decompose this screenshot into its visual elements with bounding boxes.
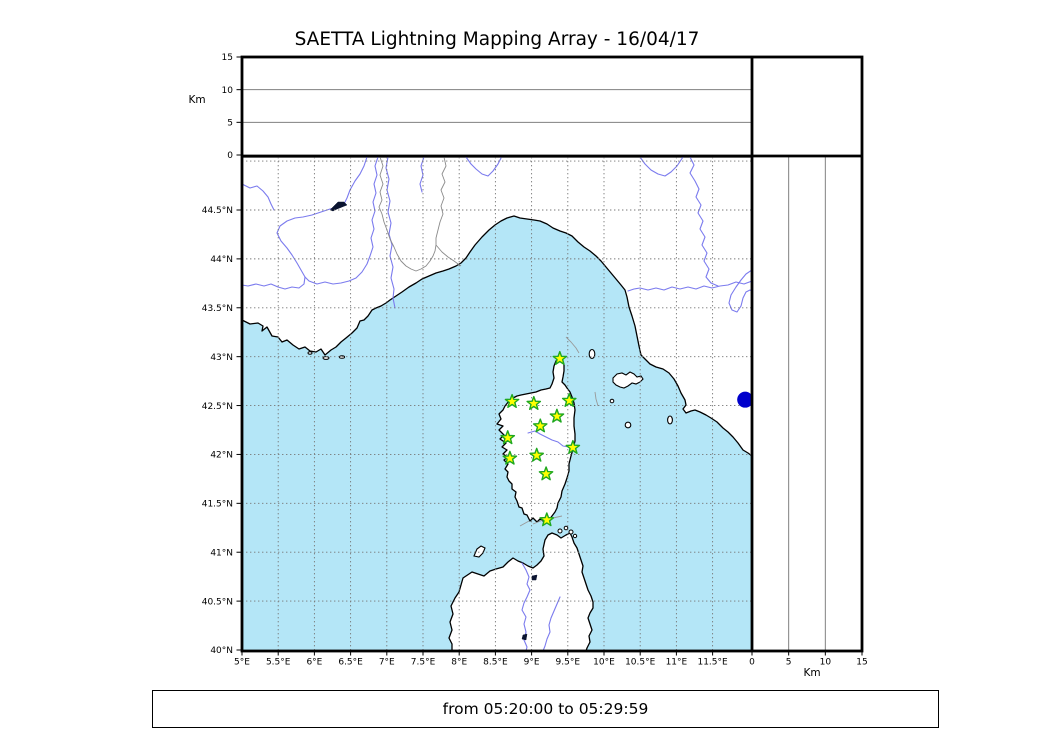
station-star [504,393,520,408]
figure-title: SAETTA Lightning Mapping Array - 16/04/1… [295,29,700,50]
station-star [532,418,548,433]
lat-tick-label: 40°N [210,646,233,656]
lon-tick-label: 5°E [234,658,250,668]
lon-tick-label: 10.5°E [625,658,656,668]
river-tirso [542,596,561,651]
panel-frame [240,55,864,653]
river-tanaro [465,157,502,177]
station-star [539,512,555,527]
lat-tick-label: 41°N [210,548,233,558]
island-corsica [496,356,576,523]
maritime-bonifacio-1 [519,520,530,527]
station-star [549,408,565,423]
top-km-tick-label: 10 [222,86,234,96]
station-star [502,450,518,465]
lightning-source-markers [737,391,752,408]
lat-tick-label: 42.5°N [202,402,233,412]
top-km-tick-label: 5 [227,119,233,129]
river-po-tributary [639,157,684,177]
island-capraia [588,348,596,360]
lon-tick-label: 9°E [524,658,540,668]
lat-tick-label: 43.5°N [202,304,233,314]
island-giglio [667,415,673,425]
river-verdon [304,157,379,285]
lake-coghinas [531,574,538,581]
right-panel-km-label: Km [803,667,820,679]
maritime-east-corsica [594,391,599,407]
station-star [500,430,516,445]
station-star [561,393,577,407]
lightning-source-dot [737,391,752,408]
river-serchio [689,157,719,287]
coastline-mainland [242,157,752,457]
country-borders [378,157,462,272]
river-var [385,157,396,309]
right-km-tick-label: 5 [786,658,792,668]
river-ubaye [242,183,275,211]
island-pianosa [609,398,615,404]
lon-tick-label: 10°E [593,658,615,668]
islands-maddalena [557,525,578,539]
lon-tick-label: 11°E [666,658,688,668]
island-montecristo [624,421,632,429]
lon-tick-label: 8.5°E [483,658,508,668]
island-elba [612,371,644,389]
lon-tick-label: 6.5°E [338,658,363,668]
lat-tick-label: 42°N [210,451,233,461]
time-range-text: from 05:20:00 to 05:29:59 [442,700,649,718]
panel-inner-lines [242,89,826,651]
island-asinara [473,545,486,558]
station-star [529,447,544,462]
top-km-tick-label: 15 [222,53,233,63]
lat-tick-label: 44.5°N [202,206,233,216]
river-durance [242,157,368,290]
lat-tick-label: 41.5°N [202,500,233,510]
lon-tick-label: 8°E [451,658,467,668]
map-gridlines [242,157,752,651]
lake-omodeo [521,633,528,641]
top-km-tick-label: 0 [227,151,233,161]
island-sardinia [448,532,594,651]
lakes [329,201,538,641]
maritime-cap-corse [565,336,580,354]
lon-tick-label: 6°E [306,658,322,668]
outer-frame [240,55,864,653]
map-panel [242,157,752,651]
lon-tick-label: 9.5°E [556,658,581,668]
lon-tick-label: 7°E [379,658,395,668]
top-panel-km-label: Km [188,94,205,106]
lon-tick-label: 11.5°E [697,658,728,668]
river-roya [419,157,425,193]
lon-tick-label: 5.5°E [266,658,291,668]
axis-tick-labels: 5°E 5.5°E 6°E 6.5°E 7°E 7.5°E 8°E 8.5°E 9°E 9.5°E… [202,53,868,667]
time-range-box: from 05:20:00 to 05:29:59 [152,690,939,728]
river-arno [627,280,752,292]
station-markers [500,350,581,527]
station-star [538,466,554,481]
station-star [526,395,542,410]
border-france-italy-west [378,157,437,272]
river-tiber-loop [728,269,752,313]
lat-tick-label: 44°N [210,255,233,265]
right-km-tick-label: 0 [749,658,755,668]
lat-tick-label: 40.5°N [202,597,233,607]
station-star [552,350,568,365]
right-km-tick-label: 15 [856,658,867,668]
lon-tick-label: 7.5°E [411,658,436,668]
right-km-tick-label: 10 [820,658,832,668]
station-star [565,439,581,454]
border-france-italy-east [435,157,462,267]
lat-tick-label: 43°N [210,353,233,363]
